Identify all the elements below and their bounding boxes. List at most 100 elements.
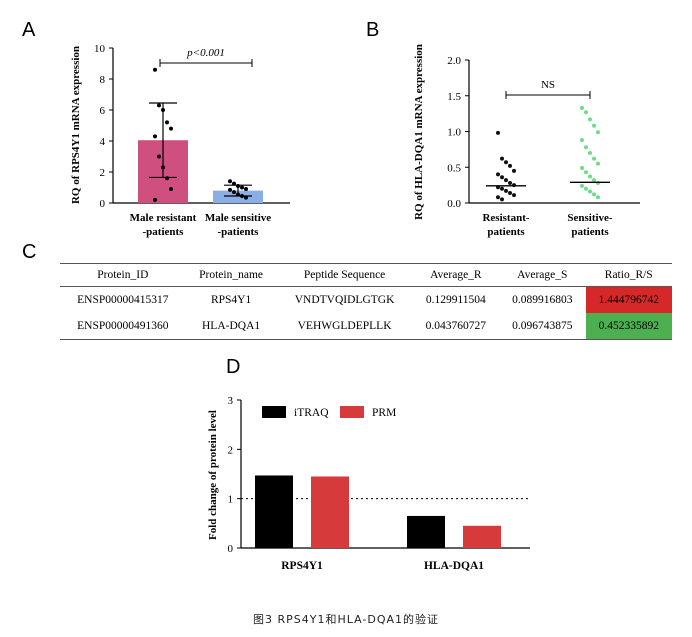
chart-d-ytick-label: 3 — [228, 395, 234, 407]
cell-average-s: 0.089916803 — [512, 294, 573, 306]
chart-b-point — [496, 130, 500, 135]
chart-d-legend-label: iTRAQ — [294, 407, 329, 419]
chart-b-point — [580, 138, 584, 143]
chart-b-point — [580, 165, 584, 170]
chart-b-point — [588, 189, 592, 194]
chart-b-point — [588, 117, 592, 122]
cell-peptide-sequence: VNDTVQIDLGTGK — [294, 294, 395, 306]
cell-protein-id: ENSP00000415317 — [77, 294, 169, 306]
cell-peptide-sequence: VEHWGLDEPLLK — [276, 313, 413, 340]
chart-d-bar — [255, 475, 293, 548]
chart-d-legend-swatch — [262, 406, 286, 418]
chart-a-ytick-label: 4 — [100, 136, 106, 148]
chart-a-point — [153, 197, 157, 202]
chart-b-point — [588, 150, 592, 155]
chart-b-xtick-label: patients — [571, 226, 609, 238]
cell-average-r: 0.129911504 — [425, 294, 486, 306]
chart-b-point — [512, 193, 516, 198]
chart-a-ytick-label: 6 — [100, 105, 106, 117]
chart-d-ytick-label: 1 — [228, 494, 234, 506]
chart-b-point — [508, 180, 512, 185]
chart-a-point — [169, 187, 173, 192]
chart-a-point — [157, 154, 161, 159]
chart-b-point — [512, 168, 516, 173]
chart-d-ytick-label: 0 — [228, 543, 234, 555]
chart-a-ylabel: RQ of RPS4Y1 mRNA expression — [70, 46, 82, 204]
chart-b-point — [584, 170, 588, 175]
chart-d-ytick-label: 2 — [228, 444, 234, 456]
chart-b-point — [592, 178, 596, 183]
panel-c-letter: C — [22, 241, 36, 263]
chart-b-ytick-label: 2.0 — [447, 55, 461, 67]
chart-d-xtick-label: RPS4Y1 — [281, 560, 323, 572]
chart-a-point — [232, 181, 236, 186]
cell-average-s: 0.096743875 — [499, 313, 586, 340]
chart-a-point — [236, 192, 240, 197]
chart-b-point — [508, 190, 512, 195]
chart-a-xtick-label: Male sensitive — [205, 212, 271, 224]
chart-b-point — [508, 163, 512, 168]
chart-b-point — [596, 161, 600, 166]
chart-b-point — [584, 145, 588, 150]
header-peptide-sequence: Peptide Sequence — [276, 263, 413, 287]
chart-a-point — [165, 176, 169, 181]
chart-a-point — [161, 108, 165, 112]
chart-b-point — [500, 156, 504, 161]
cell-ratio: 1.444796742 — [585, 286, 672, 313]
chart-a-point — [236, 183, 240, 188]
table-row: ENSP00000491360 HLA-DQA1 VEHWGLDEPLLK 0.… — [60, 313, 672, 340]
chart-a-point — [161, 165, 165, 170]
chart-b-ytick-label: 0.5 — [447, 162, 461, 174]
table-row: ENSP00000415317 RPS4Y1 VNDTVQIDLGTGK 0.1… — [60, 286, 672, 313]
panel-a-letter: A — [22, 19, 36, 41]
chart-a-ytick-label: 0 — [100, 198, 106, 210]
chart-a-point — [228, 179, 232, 184]
chart-a-point — [169, 126, 173, 131]
chart-a-point — [232, 190, 236, 195]
chart-b-ylabel: RQ of HLA-DQA1 mRNA expression — [413, 44, 425, 220]
chart-d-bar — [407, 515, 445, 548]
chart-d-bar — [463, 525, 501, 548]
chart-a: 0 2 4 6 8 10 Male resistant -patients Male sens… — [70, 43, 290, 238]
chart-a-ytick-label: 2 — [100, 167, 106, 179]
protein-table: Protein_ID Protein_name Peptide Sequence… — [60, 263, 672, 340]
chart-a-ytick-label: 8 — [100, 74, 106, 86]
chart-a-xtick-label: -patients — [218, 226, 260, 238]
chart-d-ylabel: Fold change of protein level — [207, 410, 219, 540]
panel-d-letter: D — [226, 356, 240, 378]
chart-d-legend-label: PRM — [372, 407, 396, 419]
chart-b-point — [500, 175, 504, 180]
chart-a-point — [165, 120, 169, 125]
chart-a-significance: p<0.001 — [186, 47, 225, 59]
chart-b-point — [588, 174, 592, 179]
cell-protein-id: ENSP00000491360 — [60, 313, 186, 340]
chart-a-point — [153, 134, 157, 139]
chart-b-point — [596, 195, 600, 200]
chart-b-point — [592, 192, 596, 197]
chart-b-xtick-label: patients — [487, 226, 525, 238]
header-protein-name: Protein_name — [185, 263, 277, 287]
chart-b-point — [504, 160, 508, 165]
chart-b-point — [496, 172, 500, 177]
chart-a-point — [244, 187, 248, 192]
chart-a-point — [244, 195, 248, 200]
chart-b-ytick-label: 1.0 — [447, 127, 461, 139]
chart-a-ytick-label: 10 — [94, 43, 106, 55]
chart-b-point — [592, 123, 596, 128]
figure-caption: 图3 RPS4Y1和HLA-DQA1的验证 — [252, 613, 440, 626]
chart-d: 0 1 2 3 RPS4Y1 HLA-DQA1 iTRAQ PRM Fold change… — [207, 395, 530, 572]
chart-d-xtick-label: HLA-DQA1 — [424, 560, 484, 572]
chart-b-xtick-label: Resistant- — [482, 212, 529, 224]
chart-b-point — [500, 197, 504, 202]
cell-average-r: 0.043760727 — [412, 313, 500, 340]
chart-a-point — [240, 185, 244, 190]
chart-b-point — [584, 110, 588, 115]
chart-b-point — [584, 186, 588, 191]
chart-b-point — [580, 183, 584, 188]
chart-b-significance: NS — [541, 79, 555, 91]
chart-a-xtick-label: Male resistant — [130, 212, 197, 224]
chart-b-point — [592, 156, 596, 161]
chart-a-point — [240, 194, 244, 199]
table-header-row: Protein_ID Protein_name Peptide Sequence… — [60, 263, 672, 287]
header-protein-id: Protein_ID — [60, 263, 186, 287]
